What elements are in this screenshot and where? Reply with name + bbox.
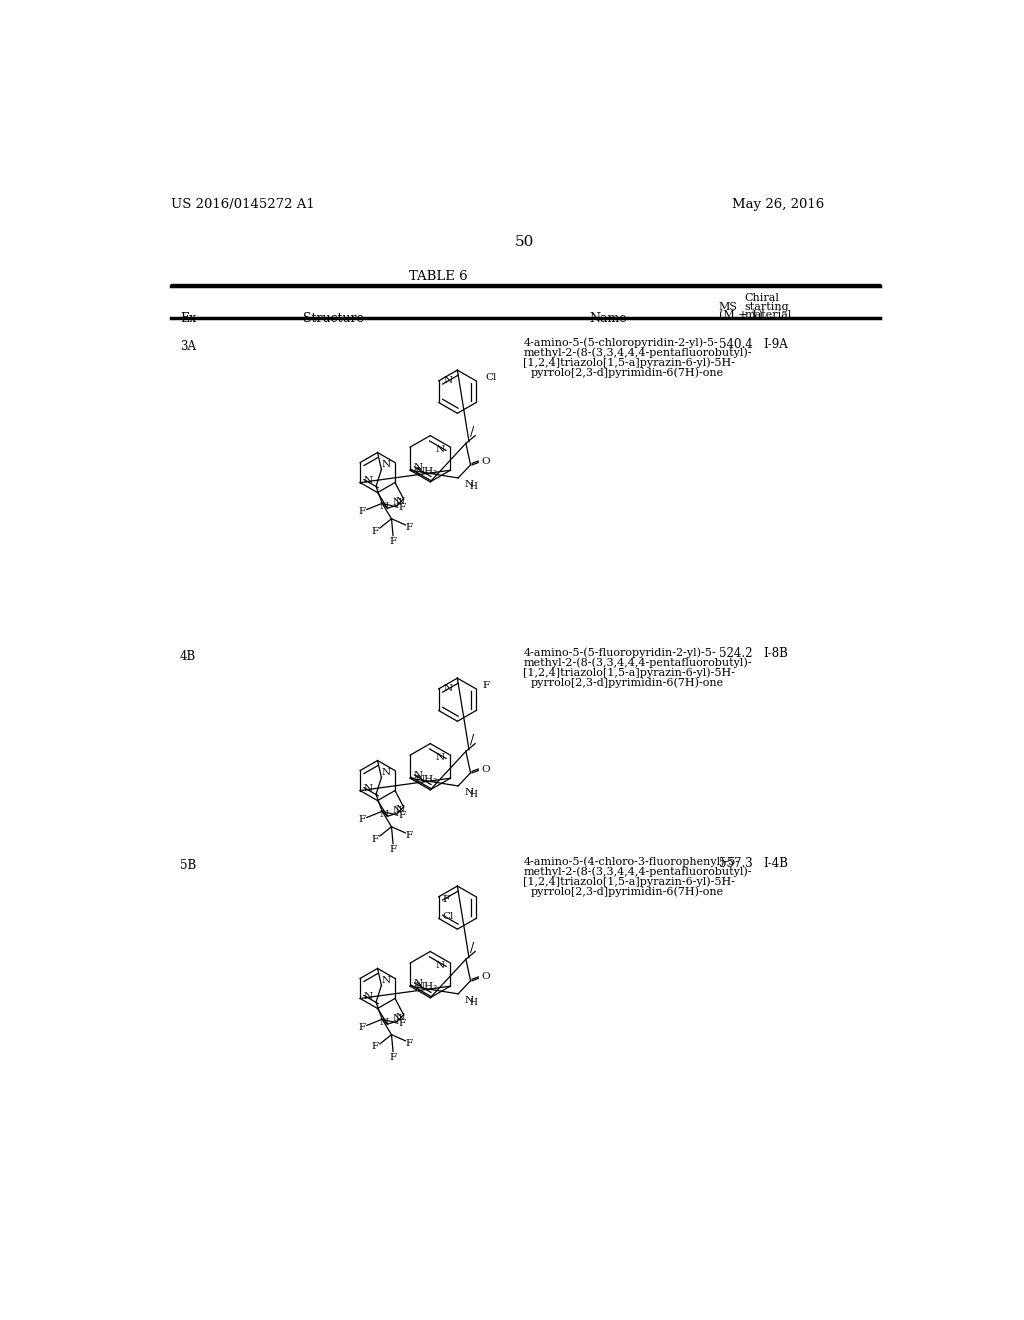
- Text: Chiral: Chiral: [744, 293, 779, 304]
- Text: NH₂: NH₂: [416, 982, 437, 991]
- Text: N: N: [380, 1018, 389, 1027]
- Text: I-9A: I-9A: [764, 338, 788, 351]
- Text: US 2016/0145272 A1: US 2016/0145272 A1: [171, 198, 314, 211]
- Text: MS: MS: [719, 302, 737, 312]
- Text: Cl: Cl: [485, 372, 497, 381]
- Text: H: H: [470, 482, 477, 491]
- Text: N: N: [444, 685, 454, 693]
- Text: F: F: [372, 834, 379, 843]
- Text: N: N: [464, 479, 473, 488]
- Text: F: F: [406, 830, 413, 840]
- Text: N: N: [396, 805, 406, 813]
- Text: methyl-2-(8-(3,3,4,4,4-pentafluorobutyl)-: methyl-2-(8-(3,3,4,4,4-pentafluorobutyl)…: [523, 657, 752, 668]
- Text: N: N: [414, 463, 423, 473]
- Text: F: F: [442, 895, 450, 904]
- Text: [1,2,4]triazolo[1,5-a]pyrazin-6-yl)-5H-: [1,2,4]triazolo[1,5-a]pyrazin-6-yl)-5H-: [523, 876, 735, 887]
- Text: (M + 1): (M + 1): [719, 310, 762, 321]
- Text: F: F: [389, 537, 396, 546]
- Text: pyrrolo[2,3-d]pyrimidin-6(7H)-one: pyrrolo[2,3-d]pyrimidin-6(7H)-one: [531, 677, 724, 688]
- Text: I-4B: I-4B: [764, 857, 788, 870]
- Text: [1,2,4]triazolo[1,5-a]pyrazin-6-yl)-5H-: [1,2,4]triazolo[1,5-a]pyrazin-6-yl)-5H-: [523, 358, 735, 368]
- Text: I-8B: I-8B: [764, 647, 788, 660]
- Text: F: F: [372, 1043, 379, 1052]
- Text: F: F: [358, 816, 366, 824]
- Text: N: N: [382, 461, 391, 470]
- Text: Cl: Cl: [442, 912, 454, 920]
- Text: 4B: 4B: [180, 649, 197, 663]
- Text: N: N: [396, 1012, 406, 1022]
- Text: F: F: [358, 507, 366, 516]
- Text: H: H: [470, 789, 477, 799]
- Text: F: F: [483, 681, 490, 689]
- Text: 50: 50: [515, 235, 535, 249]
- Text: N: N: [414, 979, 423, 989]
- Text: /: /: [470, 942, 474, 954]
- Text: N: N: [435, 961, 444, 970]
- Text: F: F: [389, 845, 396, 854]
- Text: N: N: [382, 768, 391, 777]
- Text: [1,2,4]triazolo[1,5-a]pyrazin-6-yl)-5H-: [1,2,4]triazolo[1,5-a]pyrazin-6-yl)-5H-: [523, 668, 735, 678]
- Text: pyrrolo[2,3-d]pyrimidin-6(7H)-one: pyrrolo[2,3-d]pyrimidin-6(7H)-one: [531, 887, 724, 898]
- Text: N: N: [380, 810, 389, 820]
- Text: N: N: [393, 1014, 402, 1023]
- Text: N: N: [364, 784, 373, 793]
- Text: TABLE 6: TABLE 6: [409, 271, 467, 282]
- Text: N: N: [414, 771, 423, 780]
- Text: Name: Name: [590, 313, 628, 326]
- Text: F: F: [406, 523, 413, 532]
- Text: /: /: [470, 734, 474, 747]
- Text: N: N: [393, 498, 402, 507]
- Text: N: N: [380, 502, 389, 511]
- Text: F: F: [372, 527, 379, 536]
- Text: pyrrolo[2,3-d]pyrimidin-6(7H)-one: pyrrolo[2,3-d]pyrimidin-6(7H)-one: [531, 368, 724, 379]
- Text: N: N: [435, 445, 444, 454]
- Text: Ex: Ex: [180, 313, 196, 326]
- Text: O: O: [481, 764, 490, 774]
- Text: 4-amino-5-(4-chloro-3-fluorophenyl)-5-: 4-amino-5-(4-chloro-3-fluorophenyl)-5-: [523, 857, 739, 867]
- Text: H: H: [470, 998, 477, 1007]
- Text: methyl-2-(8-(3,3,4,4,4-pentafluorobutyl)-: methyl-2-(8-(3,3,4,4,4-pentafluorobutyl)…: [523, 348, 752, 359]
- Text: starting: starting: [744, 302, 788, 312]
- Text: /: /: [470, 426, 474, 440]
- Text: F: F: [358, 1023, 366, 1032]
- Text: NH₂: NH₂: [416, 466, 437, 475]
- Text: N: N: [393, 805, 402, 814]
- Text: 4-amino-5-(5-fluoropyridin-2-yl)-5-: 4-amino-5-(5-fluoropyridin-2-yl)-5-: [523, 647, 716, 657]
- Text: N: N: [464, 995, 473, 1005]
- Text: F: F: [398, 1019, 406, 1028]
- Text: O: O: [481, 973, 490, 981]
- Text: May 26, 2016: May 26, 2016: [732, 198, 824, 211]
- Text: 3A: 3A: [180, 341, 196, 354]
- Text: N: N: [444, 376, 454, 385]
- Text: Structure: Structure: [303, 313, 364, 326]
- Text: 5B: 5B: [180, 859, 197, 873]
- Text: 524.2: 524.2: [719, 647, 752, 660]
- Text: N: N: [364, 991, 373, 1001]
- Text: 4-amino-5-(5-chloropyridin-2-yl)-5-: 4-amino-5-(5-chloropyridin-2-yl)-5-: [523, 338, 718, 348]
- Text: F: F: [406, 1039, 413, 1048]
- Text: N: N: [464, 788, 473, 796]
- Text: 557.3: 557.3: [719, 857, 753, 870]
- Text: N: N: [382, 977, 391, 985]
- Text: F: F: [398, 503, 406, 512]
- Text: methyl-2-(8-(3,3,4,4,4-pentafluorobutyl)-: methyl-2-(8-(3,3,4,4,4-pentafluorobutyl)…: [523, 867, 752, 878]
- Text: 540.4: 540.4: [719, 338, 753, 351]
- Text: O: O: [481, 457, 490, 466]
- Text: material: material: [744, 310, 792, 319]
- Text: N: N: [396, 496, 406, 506]
- Text: NH₂: NH₂: [416, 775, 437, 784]
- Text: N: N: [364, 475, 373, 484]
- Text: F: F: [398, 812, 406, 821]
- Text: F: F: [389, 1053, 396, 1063]
- Text: N: N: [435, 752, 444, 762]
